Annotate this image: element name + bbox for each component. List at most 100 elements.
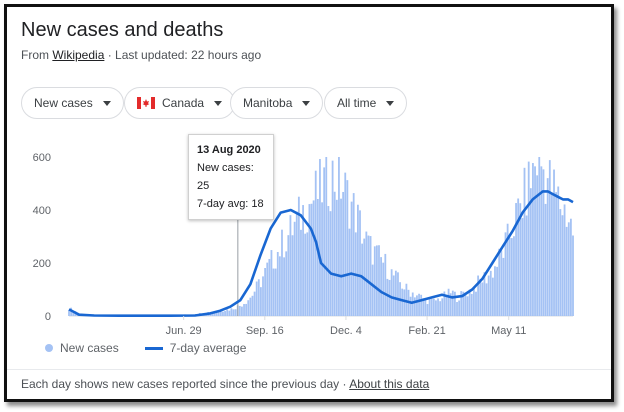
chart-card: New cases and deaths From Wikipedia · La…	[4, 4, 614, 402]
about-data-link[interactable]: About this data	[349, 377, 430, 391]
new-cases-bar	[532, 163, 534, 316]
new-cases-bar	[565, 226, 568, 316]
new-cases-bar	[529, 188, 532, 316]
new-cases-bar	[422, 298, 425, 316]
new-cases-bar	[456, 302, 458, 316]
new-cases-bar	[523, 167, 526, 316]
y-tick-label: 600	[33, 152, 51, 164]
new-cases-bar	[333, 191, 336, 316]
new-cases-bar	[325, 157, 328, 316]
metric-dropdown[interactable]: New cases	[21, 87, 124, 119]
new-cases-bar	[403, 289, 406, 316]
hover-tooltip: 13 Aug 2020 New cases: 25 7-day avg: 18	[188, 134, 274, 220]
chart-plot[interactable]: 0 200 400 600 Jun. 29 Sep. 16 Dec. 4 Feb. 21 May…	[7, 7, 617, 405]
new-cases-bar	[510, 238, 513, 316]
new-cases-bar	[413, 297, 416, 316]
new-cases-bar	[281, 229, 283, 316]
wikipedia-link[interactable]: Wikipedia	[52, 48, 105, 62]
new-cases-bar	[213, 311, 216, 316]
region-dropdown[interactable]: Manitoba	[230, 87, 324, 119]
new-cases-bar	[291, 235, 294, 316]
time-range-dropdown[interactable]: All time	[324, 87, 408, 119]
y-tick-label: 0	[45, 311, 51, 323]
new-cases-bar	[289, 215, 292, 316]
footer-text: Each day shows new cases reported since …	[21, 377, 350, 391]
new-cases-bar	[215, 311, 218, 316]
new-cases-bar	[304, 233, 307, 316]
new-cases-bar	[411, 292, 414, 316]
new-cases-bar	[352, 193, 355, 316]
new-cases-bar	[572, 235, 574, 316]
new-cases-bar	[321, 202, 323, 316]
new-cases-bar	[534, 166, 536, 316]
chevron-down-icon	[302, 100, 311, 106]
new-cases-bar	[72, 311, 75, 316]
country-label: Canada	[162, 96, 205, 110]
new-cases-bar	[346, 180, 349, 316]
new-cases-bar	[371, 264, 374, 316]
new-cases-bar	[426, 304, 429, 316]
new-cases-bar	[310, 203, 313, 316]
new-cases-bar	[513, 236, 515, 316]
new-cases-bar	[300, 229, 302, 316]
chart-legend: New cases 7-day average	[45, 341, 246, 355]
new-cases-bar	[487, 275, 490, 316]
new-cases-bar	[253, 291, 256, 316]
new-cases-bar	[536, 175, 539, 316]
new-cases-bar	[274, 268, 277, 316]
footer-note: Each day shows new cases reported since …	[21, 377, 429, 391]
x-tick-label: Feb. 21	[408, 325, 445, 337]
new-cases-bar	[567, 222, 570, 316]
legend-bars-label: New cases	[60, 341, 119, 355]
legend-bars-swatch	[45, 344, 53, 352]
new-cases-bar	[268, 258, 271, 316]
new-cases-bar	[504, 232, 507, 316]
new-cases-bar	[557, 186, 560, 316]
new-cases-bar	[380, 257, 383, 316]
legend-line-swatch	[144, 346, 163, 350]
new-cases-bar	[428, 299, 431, 316]
new-cases-bar	[506, 223, 509, 316]
new-cases-bar	[217, 310, 220, 316]
new-cases-bar	[439, 301, 442, 316]
new-cases-bar	[464, 293, 467, 316]
new-cases-bar	[348, 228, 351, 316]
new-cases-bar	[278, 256, 281, 316]
new-cases-bar	[306, 232, 309, 316]
new-cases-bar	[508, 237, 511, 316]
source-prefix: From	[21, 48, 53, 62]
new-cases-bar	[386, 278, 389, 316]
x-tick-label: May 11	[491, 325, 526, 337]
new-cases-bar	[234, 309, 237, 316]
new-cases-bar	[241, 306, 243, 316]
new-cases-bar	[392, 275, 395, 316]
new-cases-bar	[430, 298, 433, 316]
new-cases-bar	[563, 204, 566, 316]
new-cases-bar	[485, 283, 488, 316]
y-tick-label: 400	[33, 205, 51, 217]
new-cases-bar	[498, 248, 501, 316]
new-cases-bar	[232, 309, 235, 316]
new-cases-bar	[475, 291, 477, 316]
new-cases-bar	[435, 300, 437, 316]
new-cases-bar	[443, 291, 446, 316]
new-cases-bar	[515, 203, 517, 316]
new-cases-bar	[257, 279, 260, 316]
new-cases-bar	[394, 270, 397, 316]
new-cases-bar	[342, 191, 345, 316]
new-cases-bar	[451, 290, 454, 316]
new-cases-bar	[323, 167, 326, 316]
new-cases-bar	[555, 192, 558, 316]
new-cases-bar	[243, 304, 245, 316]
new-cases-bar	[340, 198, 342, 316]
new-cases-bar	[331, 160, 334, 316]
new-cases-bar	[319, 159, 321, 316]
new-cases-bar	[521, 218, 524, 316]
canada-flag-icon	[137, 97, 155, 109]
new-cases-bar	[361, 243, 364, 316]
new-cases-bar	[68, 310, 70, 316]
new-cases-bar	[445, 296, 448, 316]
new-cases-bar	[228, 310, 231, 316]
new-cases-bar	[226, 309, 229, 316]
new-cases-bar	[245, 303, 248, 316]
